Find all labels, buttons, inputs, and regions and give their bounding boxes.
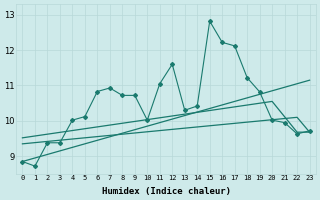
X-axis label: Humidex (Indice chaleur): Humidex (Indice chaleur) <box>101 187 230 196</box>
